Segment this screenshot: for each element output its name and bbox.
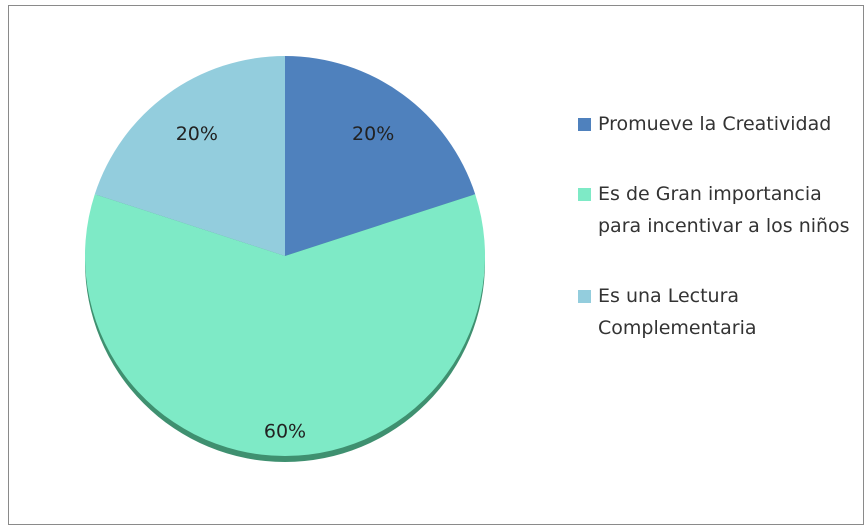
legend-label: Es una Lectura Complementaria — [598, 285, 757, 339]
legend-swatch — [578, 188, 591, 201]
legend-item: Es una Lectura Complementaria — [578, 280, 858, 344]
legend-swatch — [578, 118, 591, 131]
legend-label: Promueve la Creatividad — [598, 113, 832, 135]
pie-slice — [84, 194, 485, 457]
data-label: 20% — [176, 123, 218, 145]
data-label: 60% — [264, 421, 306, 443]
legend-label: Es de Gran importancia para incentivar a… — [598, 183, 850, 237]
legend-item: Promueve la Creatividad — [578, 108, 858, 140]
legend: Promueve la Creatividad Es de Gran import… — [578, 108, 858, 382]
pie-slice — [94, 56, 285, 256]
data-label: 20% — [352, 123, 394, 145]
legend-swatch — [578, 290, 591, 303]
legend-item: Es de Gran importancia para incentivar a… — [578, 178, 858, 242]
pie-slice — [285, 56, 476, 256]
